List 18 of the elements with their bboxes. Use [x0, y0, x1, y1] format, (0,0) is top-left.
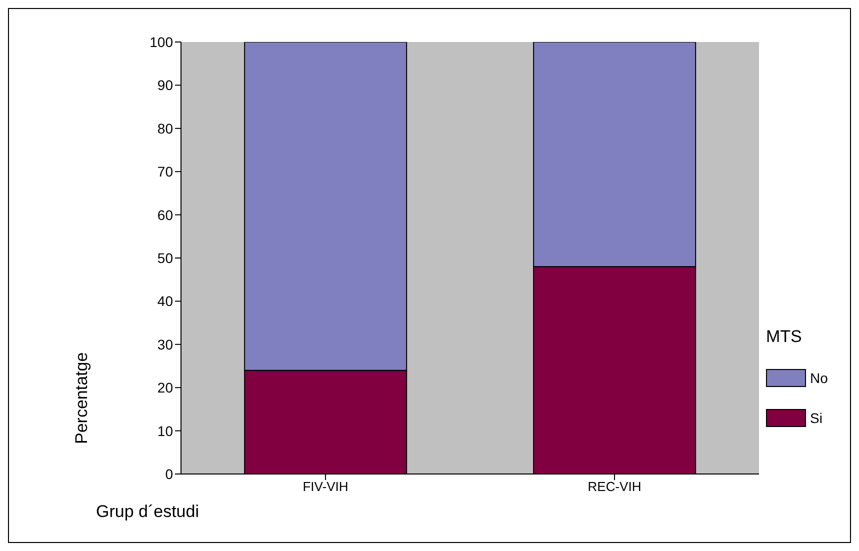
- y-tick-label: 20: [157, 380, 174, 396]
- y-tick-label: 10: [157, 422, 174, 439]
- y-axis-title: Percentatge: [72, 352, 91, 444]
- x-tick-label: REC-VIH: [588, 479, 642, 494]
- y-tick-label: 90: [157, 77, 174, 94]
- y-tick-label: 0: [165, 466, 174, 482]
- y-tick-label: 80: [157, 120, 174, 136]
- x-tick-label: FIV-VIH: [302, 479, 348, 494]
- y-tick-label: 60: [157, 206, 174, 223]
- x-axis-title: Grup d´estudi: [96, 502, 199, 522]
- y-tick-label: 30: [157, 336, 174, 352]
- legend-label: No: [810, 370, 828, 386]
- y-tick-label: 50: [157, 250, 174, 266]
- y-tick-label: 40: [157, 293, 174, 310]
- y-tick-label: 100: [150, 34, 174, 50]
- legend-label: Si: [810, 410, 822, 426]
- y-tick-label: 70: [157, 164, 174, 180]
- legend-title: MTS: [766, 327, 803, 347]
